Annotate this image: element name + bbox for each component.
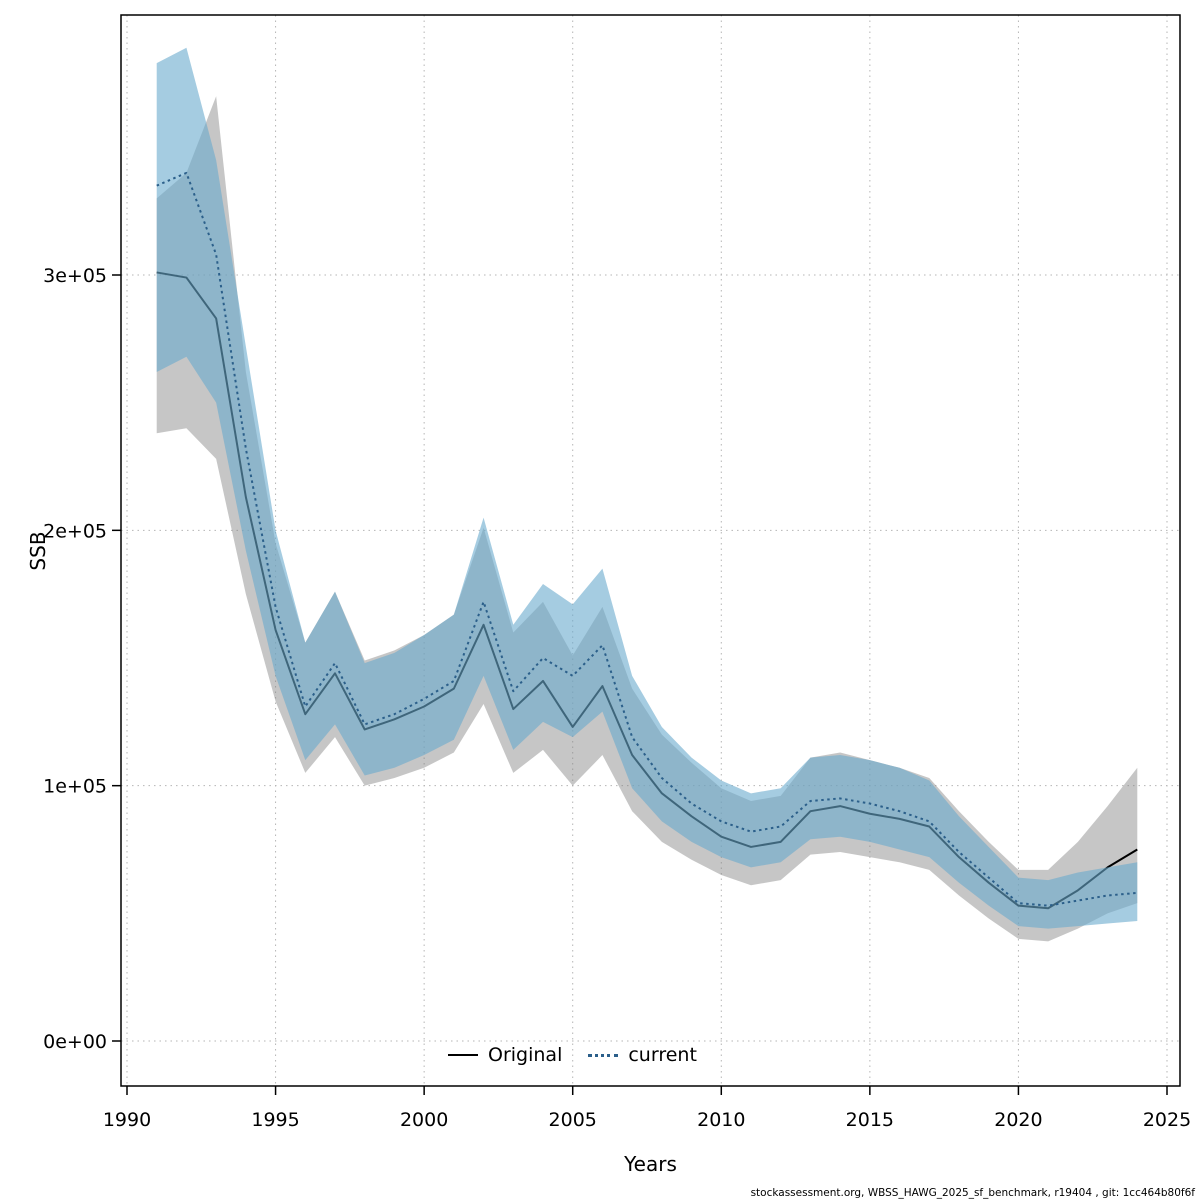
- legend-line-sample-original: [448, 1054, 478, 1056]
- svg-text:2010: 2010: [697, 1109, 745, 1131]
- footer-note: stockassessment.org, WBSS_HAWG_2025_sf_b…: [750, 1187, 1195, 1199]
- svg-text:1990: 1990: [103, 1109, 151, 1131]
- svg-text:3e+05: 3e+05: [43, 265, 107, 287]
- svg-text:2000: 2000: [400, 1109, 448, 1131]
- svg-text:2005: 2005: [549, 1109, 597, 1131]
- legend-label-current: current: [628, 1044, 697, 1066]
- legend-line-sample-current: [588, 1053, 619, 1057]
- legend-item-current: current: [588, 1044, 697, 1066]
- svg-text:2015: 2015: [846, 1109, 894, 1131]
- x-axis-title: Years: [624, 1152, 677, 1176]
- legend: Original current: [448, 1044, 697, 1066]
- svg-text:1995: 1995: [251, 1109, 299, 1131]
- svg-text:2020: 2020: [994, 1109, 1042, 1131]
- svg-text:0e+00: 0e+00: [43, 1031, 107, 1053]
- legend-label-original: Original: [488, 1044, 563, 1066]
- legend-item-original: Original: [448, 1044, 562, 1066]
- svg-text:1e+05: 1e+05: [43, 776, 107, 798]
- svg-text:2e+05: 2e+05: [43, 520, 107, 542]
- svg-text:2025: 2025: [1143, 1109, 1191, 1131]
- y-axis-title: SSB: [26, 531, 50, 571]
